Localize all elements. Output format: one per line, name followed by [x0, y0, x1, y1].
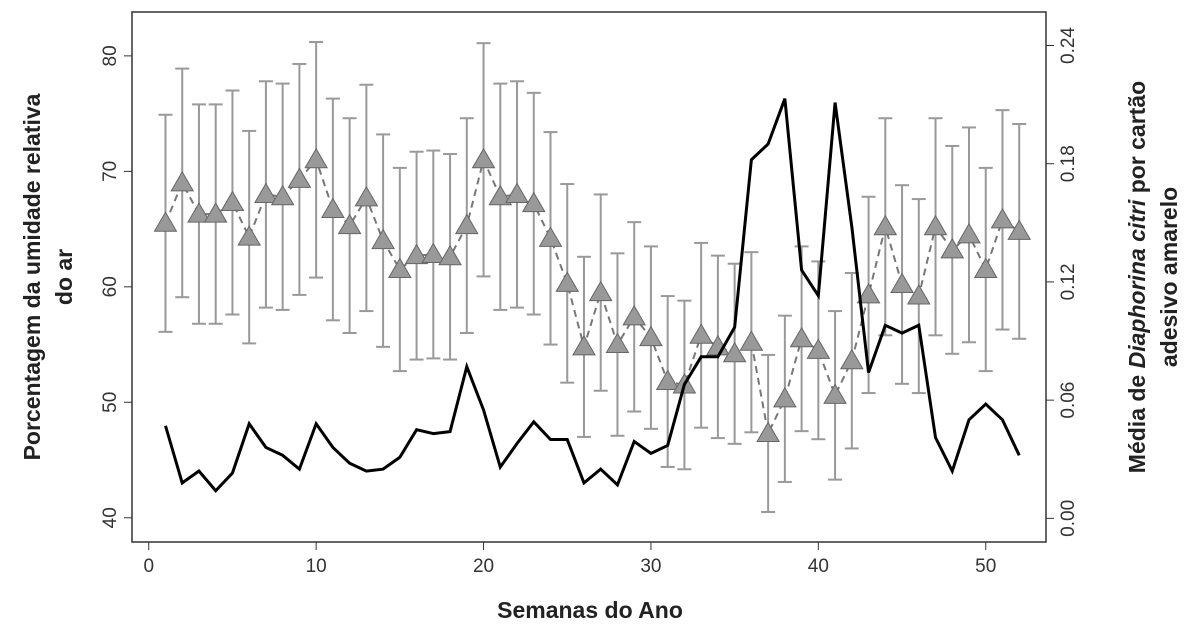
marker: [990, 207, 1015, 229]
x-tick-label: 30: [640, 556, 661, 577]
marker: [689, 323, 714, 344]
y-axis-label: do ar: [51, 249, 77, 305]
marker: [454, 213, 479, 235]
marker: [789, 326, 814, 348]
marker: [806, 338, 831, 359]
series-line: [164, 98, 1021, 494]
marker: [304, 147, 329, 169]
marker: [957, 222, 981, 244]
marker: [890, 272, 914, 294]
marker: [923, 214, 948, 236]
marker: [404, 243, 429, 265]
marker: [622, 304, 647, 326]
marker: [220, 190, 245, 212]
marker: [588, 280, 613, 302]
marker: [856, 282, 881, 304]
y2-axis-label: Média de Diaphorina citri por cartão: [1124, 81, 1150, 473]
marker: [605, 332, 630, 354]
marker: [772, 386, 797, 408]
marker: [655, 369, 680, 390]
marker: [572, 334, 596, 356]
marker: [488, 184, 513, 206]
y2-tick-label: 0.12: [1058, 263, 1079, 300]
marker: [354, 185, 379, 207]
label-part: por cartão: [1124, 81, 1150, 200]
marker: [254, 182, 278, 203]
marker: [973, 257, 998, 278]
plot-frame: [131, 11, 1047, 543]
marker: [387, 257, 412, 278]
y2-tick-label: 0.24: [1058, 27, 1079, 64]
x-tick-label: 0: [143, 556, 154, 577]
marker: [521, 191, 546, 213]
marker: [940, 237, 965, 259]
y-tick-label: 80: [100, 45, 121, 66]
marker: [321, 197, 345, 218]
marker: [371, 228, 395, 250]
marker: [722, 341, 747, 363]
marker: [170, 170, 195, 192]
marker: [873, 214, 898, 236]
marker: [187, 202, 211, 223]
y-tick-label: 70: [100, 161, 121, 182]
y-tick-label: 60: [100, 276, 121, 297]
x-tick-label: 50: [975, 556, 996, 577]
y2-tick-label: 0.00: [1058, 500, 1079, 537]
marker: [505, 182, 529, 203]
marker: [237, 225, 262, 246]
y2-tick-label: 0.06: [1058, 382, 1079, 419]
series-line: [164, 156, 1020, 437]
marker: [438, 244, 462, 266]
x-axis-label: Semanas do Ano: [497, 597, 683, 623]
x-tick-label: 20: [473, 556, 494, 577]
marker: [287, 167, 312, 188]
marker: [823, 383, 847, 404]
marker: [555, 271, 580, 292]
marker: [337, 213, 362, 235]
x-tick-label: 10: [306, 556, 327, 577]
y-tick-label: 50: [100, 392, 121, 413]
marker: [421, 242, 446, 263]
x-tick-label: 40: [808, 556, 829, 577]
y-axis-label: Porcentagem da umidade relativa: [19, 93, 45, 460]
marker: [471, 147, 496, 169]
marker: [906, 284, 931, 305]
marker: [153, 211, 178, 232]
y-tick-label: 40: [100, 507, 121, 528]
y2-tick-label: 0.18: [1058, 145, 1079, 182]
label-part: Média de: [1124, 368, 1150, 473]
label-part: Diaphorina citri: [1124, 199, 1150, 368]
y2-axis-label: adesivo amarelo: [1156, 187, 1182, 367]
marker: [639, 325, 663, 347]
marker: [1007, 219, 1032, 240]
marker: [756, 421, 780, 442]
marker: [203, 202, 228, 223]
marker: [739, 330, 764, 351]
marker: [270, 184, 295, 206]
marker: [538, 226, 563, 247]
marker: [839, 348, 864, 370]
